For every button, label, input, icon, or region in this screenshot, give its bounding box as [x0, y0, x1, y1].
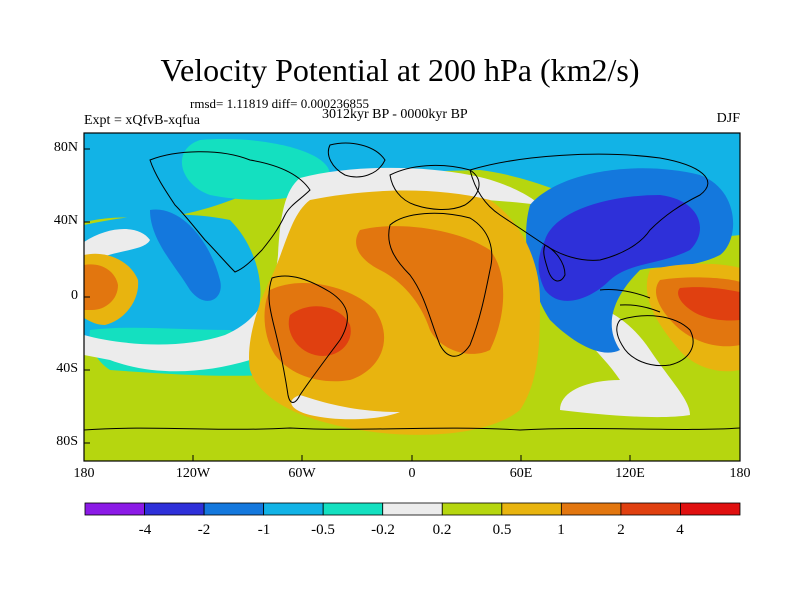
field-positive-west-edge-med [84, 264, 118, 310]
colorbar-label: -0.5 [311, 522, 335, 538]
colorbar-swatch [441, 502, 503, 516]
experiment-label: Expt = xQfvB-xqfua [84, 113, 200, 128]
coast-africa [388, 212, 493, 357]
field-negative-central-pacific [150, 209, 221, 301]
lon-label: 120E [615, 466, 645, 481]
coast-antarctica [84, 427, 740, 431]
colorbar-swatch [84, 502, 145, 516]
lon-label: 60W [288, 466, 316, 481]
coast-indonesia [599, 289, 661, 313]
map-field [84, 133, 740, 461]
colorbar-label: 0.2 [432, 522, 452, 538]
colorbar-swatch [382, 502, 443, 516]
colorbar-label: -0.2 [371, 522, 395, 538]
season-label: DJF [716, 111, 740, 126]
lon-label: 120W [175, 466, 211, 481]
stats-line: rmsd= 1.11819 diff= 0.000236855 [190, 96, 369, 111]
lon-label: 0 [408, 466, 416, 481]
lon-label: 180 [729, 466, 751, 481]
field-negative-faint-north [181, 139, 330, 200]
colorbar-label: -2 [197, 522, 211, 538]
lat-label: 80S [56, 434, 78, 449]
coast-south-america [268, 275, 348, 403]
colorbar-label: 4 [676, 522, 684, 538]
field-neutral-west-pacific [84, 228, 150, 261]
colorbar-swatch [680, 502, 741, 516]
lon-label: 180 [73, 466, 95, 481]
coast-asia [469, 153, 709, 261]
field-positive-med-africa [356, 226, 504, 354]
coast-north-america [149, 151, 311, 273]
lon-label: 60E [509, 466, 533, 481]
field-positive-east-edge-strong [678, 287, 740, 321]
coast-australia [616, 315, 694, 367]
colorbar-swatch [322, 502, 384, 516]
colorbar-label: 0.5 [492, 522, 512, 538]
colorbar-swatch [263, 502, 324, 516]
coast-europe [389, 164, 480, 210]
colorbar-swatch [501, 502, 562, 516]
time-period: 3012kyr BP - 0000kyr BP [322, 107, 468, 122]
colorbar-label: -4 [138, 522, 152, 538]
lat-label: 40N [53, 213, 78, 228]
colorbar-label: 2 [617, 522, 625, 538]
field-neutral-south [291, 395, 400, 420]
colorbar [84, 502, 741, 516]
field-positive-strong-samerica [288, 306, 351, 356]
coast-india [543, 244, 566, 282]
coastlines [84, 142, 740, 431]
colorbar-swatch [620, 502, 681, 516]
lat-label: 40S [56, 361, 78, 376]
lat-label: 0 [71, 288, 78, 303]
colorbar-swatch [203, 502, 265, 516]
axis-ticks [83, 148, 741, 461]
colorbar-label: -1 [257, 522, 271, 538]
coast-greenland [327, 142, 386, 178]
map-title: Velocity Potential at 200 hPa (km2/s) [160, 52, 640, 88]
colorbar-swatch [144, 502, 205, 516]
lat-label: 80N [53, 140, 78, 155]
colorbar-label: 1 [557, 522, 565, 538]
colorbar-swatch [560, 502, 622, 516]
